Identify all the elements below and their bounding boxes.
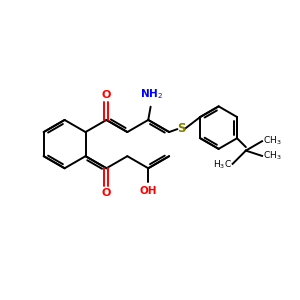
Text: OH: OH bbox=[140, 186, 157, 196]
Text: CH$_3$: CH$_3$ bbox=[263, 150, 282, 162]
Text: O: O bbox=[102, 188, 111, 198]
Text: NH$_2$: NH$_2$ bbox=[140, 88, 163, 101]
Text: S: S bbox=[177, 122, 186, 135]
Text: CH$_3$: CH$_3$ bbox=[263, 134, 282, 147]
Text: H$_3$C: H$_3$C bbox=[212, 158, 231, 171]
Text: O: O bbox=[102, 90, 111, 100]
